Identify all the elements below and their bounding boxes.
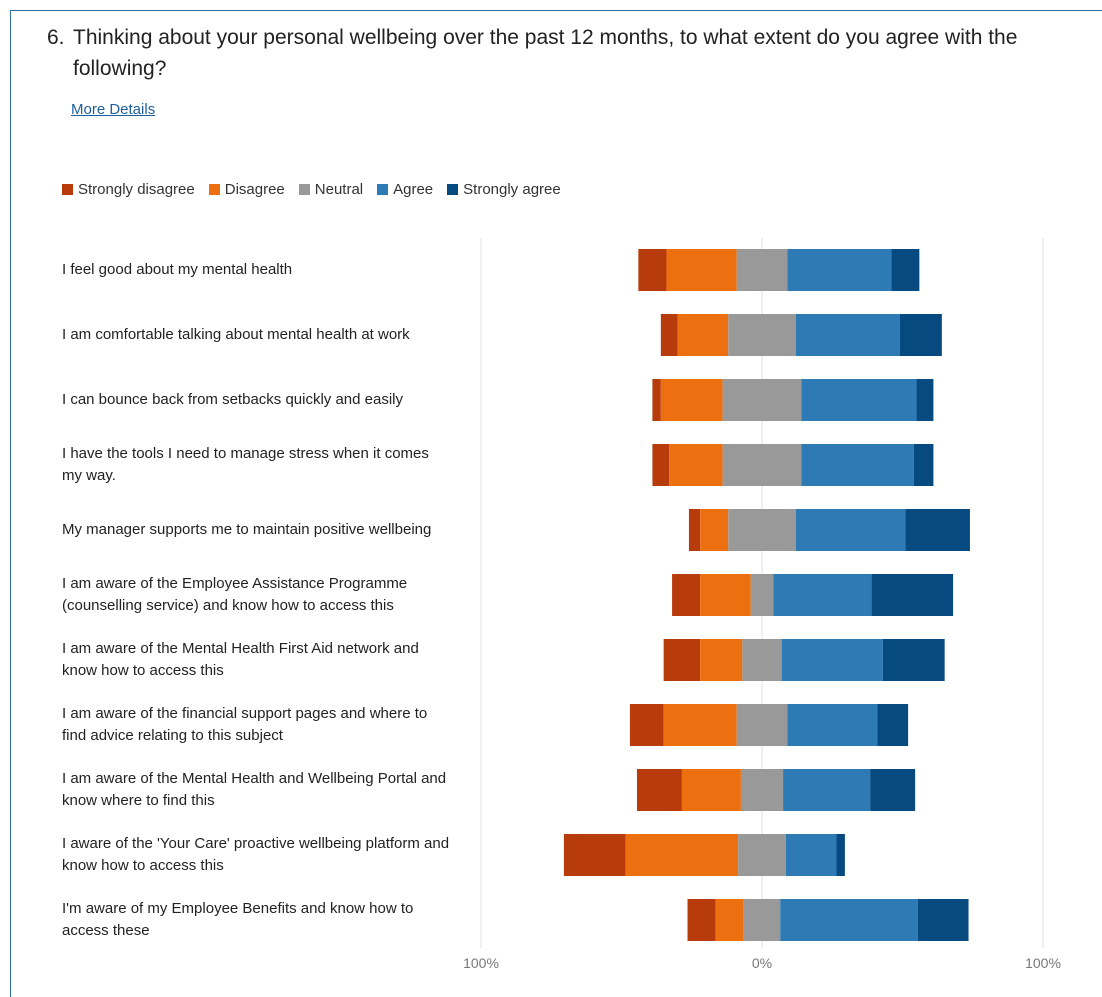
bar-agree: [801, 379, 917, 421]
legend-swatch: [447, 184, 459, 195]
bar-strongly-agree: [882, 639, 945, 681]
bar-agree: [787, 249, 892, 291]
bar-disagree: [660, 379, 723, 421]
legend-label: Neutral: [314, 181, 364, 198]
bar-strongly-agree: [916, 379, 934, 421]
chart-legend: Strongly disagree Disagree Neutral Agree Str…: [62, 181, 575, 198]
legend-label: Agree: [393, 181, 434, 198]
card-border-top: [10, 10, 1102, 11]
more-details-link[interactable]: More Details: [71, 101, 156, 118]
bar-neutral: [740, 769, 784, 811]
bar-neutral: [736, 249, 788, 291]
row-label: I am comfortable talking about mental he…: [62, 326, 410, 343]
question-number: 6.: [47, 26, 65, 49]
bar-strongly-agree: [899, 314, 942, 356]
legend-label: Strongly agree: [463, 181, 561, 198]
row-label: My manager supports me to maintain posit…: [62, 521, 432, 538]
bar-strongly-agree: [891, 249, 920, 291]
bar-neutral: [728, 314, 796, 356]
bar-disagree: [700, 509, 729, 551]
legend-swatch: [62, 184, 73, 195]
bar-strongly-disagree: [660, 314, 678, 356]
legend-item-disagree: Disagree: [208, 181, 285, 198]
bar-disagree: [677, 314, 729, 356]
legend-item-strongly-disagree: Strongly disagree: [62, 181, 195, 198]
bar-strongly-disagree: [663, 639, 701, 681]
legend-item-agree: Agree: [377, 181, 433, 198]
bar-strongly-disagree: [652, 444, 670, 486]
bar-agree: [785, 834, 837, 876]
question-text: Thinking about your personal wellbeing o…: [73, 26, 1018, 80]
bar-strongly-disagree: [688, 509, 701, 551]
bar-agree: [780, 899, 918, 941]
bar-disagree: [681, 769, 741, 811]
bar-strongly-disagree: [638, 249, 667, 291]
bar-disagree: [625, 834, 739, 876]
bar-strongly-disagree: [687, 899, 716, 941]
row-label: I am aware of the financial support page…: [62, 705, 428, 744]
bar-strongly-agree: [870, 769, 916, 811]
bar-strongly-agree: [877, 704, 909, 746]
bar-strongly-disagree: [563, 834, 626, 876]
bar-strongly-disagree: [652, 379, 661, 421]
row-label: I am aware of the Mental Health and Well…: [62, 770, 447, 809]
row-label: I am aware of the Employee Assistance Pr…: [62, 575, 408, 614]
bar-agree: [781, 639, 883, 681]
bar-disagree: [700, 639, 743, 681]
legend-item-strongly-agree: Strongly agree: [447, 181, 561, 198]
bar-strongly-agree: [871, 574, 954, 616]
bar-agree: [795, 314, 900, 356]
row-label: I am aware of the Mental Health First Ai…: [62, 640, 419, 679]
bar-strongly-agree: [905, 509, 970, 551]
bar-disagree: [715, 899, 744, 941]
row-label: I feel good about my mental health: [62, 261, 293, 278]
row-label: I can bounce back from setbacks quickly …: [62, 391, 404, 408]
bar-strongly-disagree: [636, 769, 682, 811]
question-title: 6. Thinking about your personal wellbein…: [47, 22, 1077, 84]
bar-neutral: [742, 639, 782, 681]
bar-neutral: [736, 704, 788, 746]
legend-label: Disagree: [224, 181, 285, 198]
bar-neutral: [722, 379, 802, 421]
bar-strongly-agree: [917, 899, 969, 941]
bar-disagree: [700, 574, 751, 616]
bar-neutral: [728, 509, 796, 551]
bar-agree: [787, 704, 878, 746]
bar-agree: [801, 444, 914, 486]
bar-neutral: [743, 899, 781, 941]
bar-strongly-disagree: [629, 704, 664, 746]
bar-disagree: [663, 704, 737, 746]
bar-agree: [795, 509, 906, 551]
bar-neutral: [738, 834, 786, 876]
bar-strongly-disagree: [672, 574, 701, 616]
x-tick-label: 100%: [463, 955, 499, 971]
legend-item-neutral: Neutral: [298, 181, 364, 198]
bar-agree: [773, 574, 872, 616]
x-tick-label: 100%: [1025, 955, 1061, 971]
bar-strongly-agree: [836, 834, 845, 876]
bar-disagree: [666, 249, 737, 291]
row-label: I'm aware of my Employee Benefits and kn…: [62, 900, 414, 939]
bar-disagree: [669, 444, 723, 486]
card-border-left: [10, 10, 11, 997]
bar-neutral: [750, 574, 774, 616]
legend-label: Strongly disagree: [78, 181, 195, 198]
legend-swatch: [377, 184, 389, 195]
legend-swatch: [208, 184, 220, 195]
bar-neutral: [722, 444, 802, 486]
x-tick-label: 0%: [752, 955, 772, 971]
row-label: I aware of the 'Your Care' proactive wel…: [62, 835, 450, 874]
bar-agree: [783, 769, 871, 811]
bar-strongly-agree: [913, 444, 934, 486]
row-label: I have the tools I need to manage stress…: [62, 445, 429, 484]
legend-swatch: [298, 184, 310, 195]
